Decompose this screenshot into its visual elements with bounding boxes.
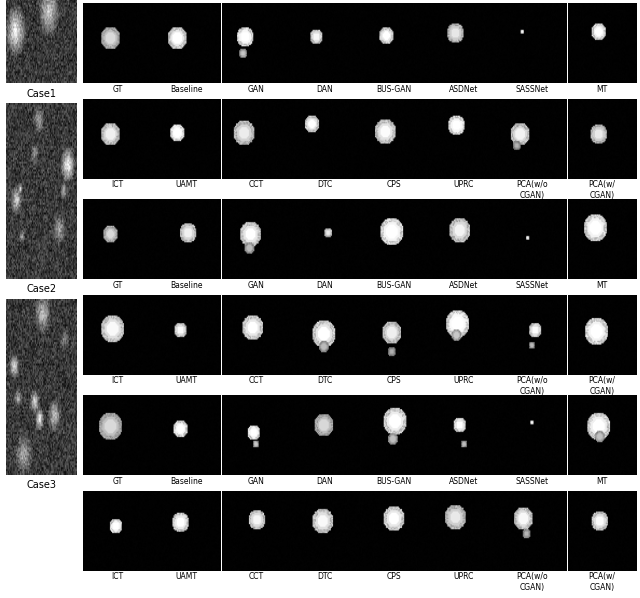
Text: UPRC: UPRC [453,376,474,385]
Text: CPS: CPS [387,572,401,581]
Text: Baseline: Baseline [170,477,203,486]
Text: GT: GT [112,280,122,289]
Text: UPRC: UPRC [453,180,474,189]
Text: MT: MT [596,280,607,289]
Text: DTC: DTC [317,376,333,385]
Text: BUS-GAN: BUS-GAN [376,477,412,486]
Text: DTC: DTC [317,180,333,189]
Text: UAMT: UAMT [175,180,198,189]
Text: MT: MT [596,477,607,486]
Text: PCA(w/
CGAN): PCA(w/ CGAN) [588,180,615,200]
Text: PCA(w/o
CGAN): PCA(w/o CGAN) [516,572,548,591]
Text: UPRC: UPRC [453,572,474,581]
Text: CPS: CPS [387,180,401,189]
Text: CCT: CCT [248,376,263,385]
Text: GAN: GAN [247,85,264,94]
Text: UAMT: UAMT [175,572,198,581]
Text: ASDNet: ASDNet [449,280,478,289]
Text: UAMT: UAMT [175,376,198,385]
Text: Case1: Case1 [27,89,56,99]
Text: Baseline: Baseline [170,85,203,94]
Text: CCT: CCT [248,572,263,581]
Text: DAN: DAN [317,85,333,94]
Text: PCA(w/
CGAN): PCA(w/ CGAN) [588,572,615,591]
Text: Case3: Case3 [27,481,56,490]
Text: CPS: CPS [387,376,401,385]
Text: ASDNet: ASDNet [449,477,478,486]
Text: ICT: ICT [111,180,124,189]
Text: DTC: DTC [317,572,333,581]
Text: DAN: DAN [317,477,333,486]
Text: SASSNet: SASSNet [516,85,549,94]
Text: CCT: CCT [248,180,263,189]
Text: ASDNet: ASDNet [449,85,478,94]
Text: Baseline: Baseline [170,280,203,289]
Text: GAN: GAN [247,477,264,486]
Text: DAN: DAN [317,280,333,289]
Text: ICT: ICT [111,572,124,581]
Text: ICT: ICT [111,376,124,385]
Text: GAN: GAN [247,280,264,289]
Text: SASSNet: SASSNet [516,477,549,486]
Text: GT: GT [112,477,122,486]
Text: GT: GT [112,85,122,94]
Text: BUS-GAN: BUS-GAN [376,280,412,289]
Text: SASSNet: SASSNet [516,280,549,289]
Text: PCA(w/
CGAN): PCA(w/ CGAN) [588,376,615,396]
Text: PCA(w/o
CGAN): PCA(w/o CGAN) [516,180,548,200]
Text: PCA(w/o
CGAN): PCA(w/o CGAN) [516,376,548,396]
Text: BUS-GAN: BUS-GAN [376,85,412,94]
Text: MT: MT [596,85,607,94]
Text: Case2: Case2 [26,285,57,294]
